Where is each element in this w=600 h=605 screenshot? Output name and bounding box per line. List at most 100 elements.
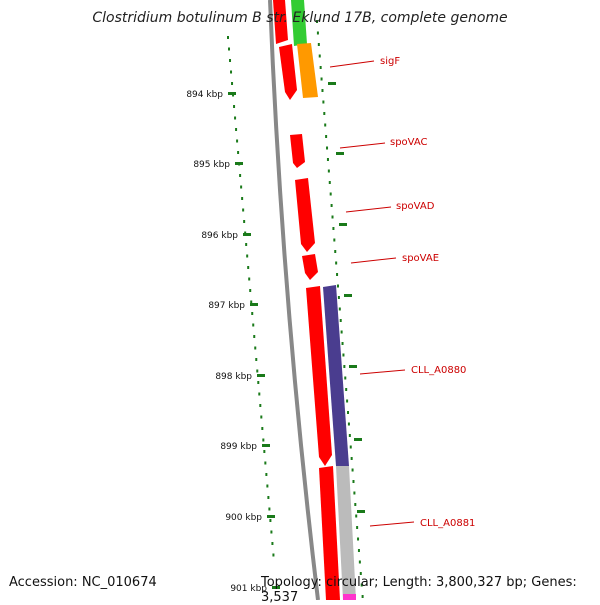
- tick-mark: [236, 139, 239, 143]
- tick-mark: [345, 388, 348, 391]
- ruler-tick: [243, 233, 251, 236]
- genome-backbone: [268, 0, 320, 601]
- tick-mark: [359, 572, 362, 575]
- tick-mark: [266, 484, 269, 488]
- gene-leader-line: [339, 142, 386, 149]
- tick-mark: [324, 123, 327, 127]
- ruler-tick-label: 900 kbp: [225, 513, 262, 523]
- tick-mark: [338, 307, 341, 311]
- tick-mark: [330, 204, 333, 207]
- tick-mark: [229, 59, 232, 62]
- tick-mark: [228, 47, 231, 51]
- tick-mark: [242, 208, 245, 212]
- gene-block-orange[interactable]: [297, 43, 318, 98]
- tick-mark: [320, 77, 323, 81]
- tick-mark: [317, 43, 320, 46]
- tick-mark: [342, 353, 345, 357]
- tick-mark: [337, 296, 340, 299]
- tick-mark: [261, 427, 264, 430]
- tick-mark: [253, 335, 256, 338]
- gene-block-red[interactable]: [273, 0, 288, 44]
- tick-mark: [264, 461, 267, 465]
- ruler-tick: [262, 444, 270, 447]
- ruler-tick-label: 897 kbp: [208, 301, 245, 311]
- tick-mark: [361, 595, 364, 598]
- tick-mark: [318, 54, 321, 58]
- tick-mark: [347, 411, 350, 414]
- gene-leader-line: [369, 521, 415, 527]
- gene-block-gray[interactable]: [336, 466, 356, 600]
- gene-block-red[interactable]: [302, 254, 318, 280]
- gene-block-red[interactable]: [306, 286, 332, 466]
- gene-block-red[interactable]: [290, 134, 305, 168]
- tick-mark: [341, 342, 344, 345]
- tick-mark: [344, 376, 347, 380]
- gene-leader-line: [359, 369, 406, 375]
- tick-mark: [258, 392, 261, 396]
- ruler-tick: [344, 294, 352, 297]
- tick-mark: [230, 70, 233, 74]
- ruler-tick: [257, 374, 265, 377]
- ruler-tick: [272, 586, 280, 589]
- right-tick-track: [316, 20, 365, 598]
- tick-mark: [252, 323, 255, 327]
- gene-block-red[interactable]: [295, 178, 315, 252]
- tick-mark: [272, 553, 275, 557]
- tick-mark: [346, 399, 349, 403]
- tick-mark: [349, 445, 352, 449]
- gene-block-purple[interactable]: [323, 285, 349, 466]
- tick-mark: [326, 158, 329, 161]
- tick-mark: [248, 277, 251, 281]
- tick-mark: [243, 220, 246, 223]
- tick-mark: [257, 381, 260, 384]
- tick-mark: [268, 507, 271, 511]
- tick-mark: [343, 365, 346, 368]
- tick-mark: [271, 542, 274, 545]
- tick-mark: [262, 438, 265, 442]
- tick-mark: [259, 404, 262, 407]
- gene-labels: sigF spoVAC spoVAD spoVAE CLL_A0880 CLL_A0881: [329, 56, 475, 529]
- ruler-tick-label: 901 kbp: [230, 584, 267, 594]
- tick-mark: [241, 197, 244, 200]
- tick-mark: [331, 215, 334, 219]
- gene-block-red[interactable]: [279, 44, 297, 100]
- tick-mark: [255, 358, 258, 361]
- gene-label: sigF: [380, 56, 400, 67]
- ruler-tick: [354, 438, 362, 441]
- gene-block-red[interactable]: [319, 466, 340, 600]
- tick-mark: [249, 289, 252, 292]
- tick-mark: [263, 450, 266, 453]
- gene-block-green[interactable]: [291, 0, 307, 46]
- tick-mark: [348, 434, 351, 437]
- tick-mark: [233, 105, 236, 108]
- tick-mark: [234, 116, 237, 120]
- ruler: 894 kbp 895 kbp 896 kbp 897 kbp 898 kbp 899 k…: [186, 90, 280, 594]
- tick-mark: [321, 89, 324, 92]
- ruler-tick-label: 898 kbp: [215, 372, 252, 382]
- tick-mark: [347, 422, 350, 426]
- tick-mark: [256, 369, 259, 373]
- gene-block-pink[interactable]: [343, 594, 356, 600]
- ruler-tick-label: 899 kbp: [220, 442, 257, 452]
- ruler-tick: [339, 223, 347, 226]
- ruler-tick: [267, 515, 275, 518]
- tick-mark: [239, 174, 242, 177]
- left-tick-track: [227, 36, 275, 557]
- ruler-tick: [228, 92, 236, 95]
- tick-mark: [245, 243, 248, 246]
- tick-mark: [237, 151, 240, 154]
- tick-mark: [265, 473, 268, 476]
- tick-mark: [356, 526, 359, 529]
- ruler-tick-label: 895 kbp: [193, 160, 230, 170]
- tick-mark: [322, 100, 325, 104]
- tick-mark: [351, 468, 354, 472]
- tick-mark: [332, 227, 335, 230]
- tick-mark: [316, 20, 318, 23]
- tick-mark: [260, 415, 263, 419]
- tick-mark: [327, 169, 330, 173]
- tick-mark: [329, 192, 332, 196]
- gene-label: CLL_A0880: [411, 365, 466, 376]
- tick-mark: [325, 135, 328, 138]
- ruler-tick: [328, 82, 336, 85]
